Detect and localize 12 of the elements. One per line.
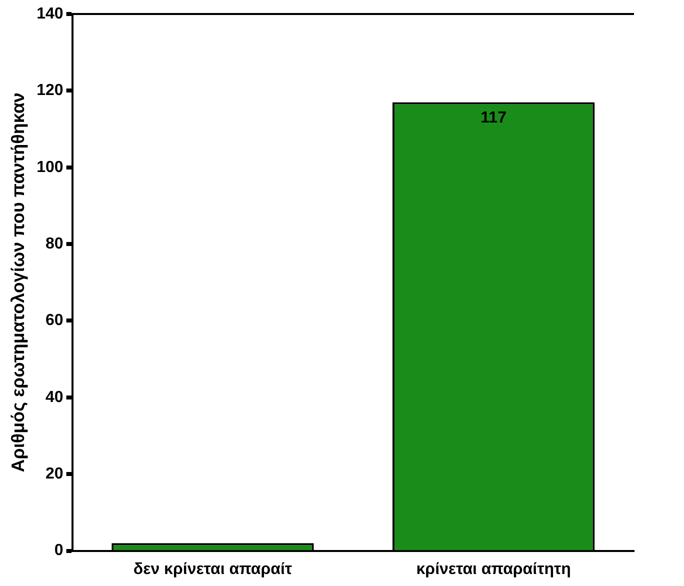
- data-label: 117: [480, 110, 507, 127]
- y-tick-label: 120: [36, 82, 64, 100]
- x-tick-label: κρίνεται απαραίτητη: [416, 560, 571, 578]
- y-tick-label: 40: [46, 388, 64, 406]
- y-tick-label: 100: [36, 158, 64, 176]
- x-tick-label: δεν κρίνεται απαραίτ: [133, 560, 292, 578]
- y-tick-label: 20: [46, 466, 64, 483]
- y-axis-title: Αριθμός ερωτηματολογίων που παντήθηκαν: [8, 92, 28, 472]
- y-tick-label: 60: [46, 312, 64, 330]
- y-tick-label: 0: [54, 542, 64, 560]
- y-tick-label: 80: [46, 235, 64, 252]
- y-tick-label: 140: [36, 5, 64, 22]
